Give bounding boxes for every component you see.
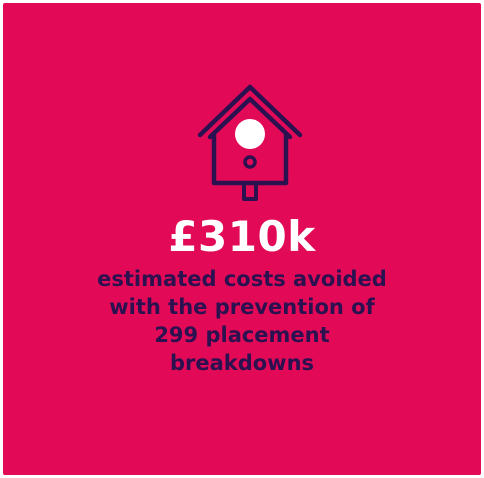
birdhouse-icon <box>196 79 304 211</box>
description-line: with the prevention of <box>109 295 375 319</box>
stat-description: estimated costs avoided with the prevent… <box>63 265 421 377</box>
description-line: estimated costs avoided <box>97 267 387 291</box>
stat-card: £310k estimated costs avoided with the p… <box>3 3 481 475</box>
description-line: breakdowns <box>169 351 315 375</box>
stat-value: £310k <box>168 212 316 261</box>
description-line: 299 placement <box>154 323 330 347</box>
